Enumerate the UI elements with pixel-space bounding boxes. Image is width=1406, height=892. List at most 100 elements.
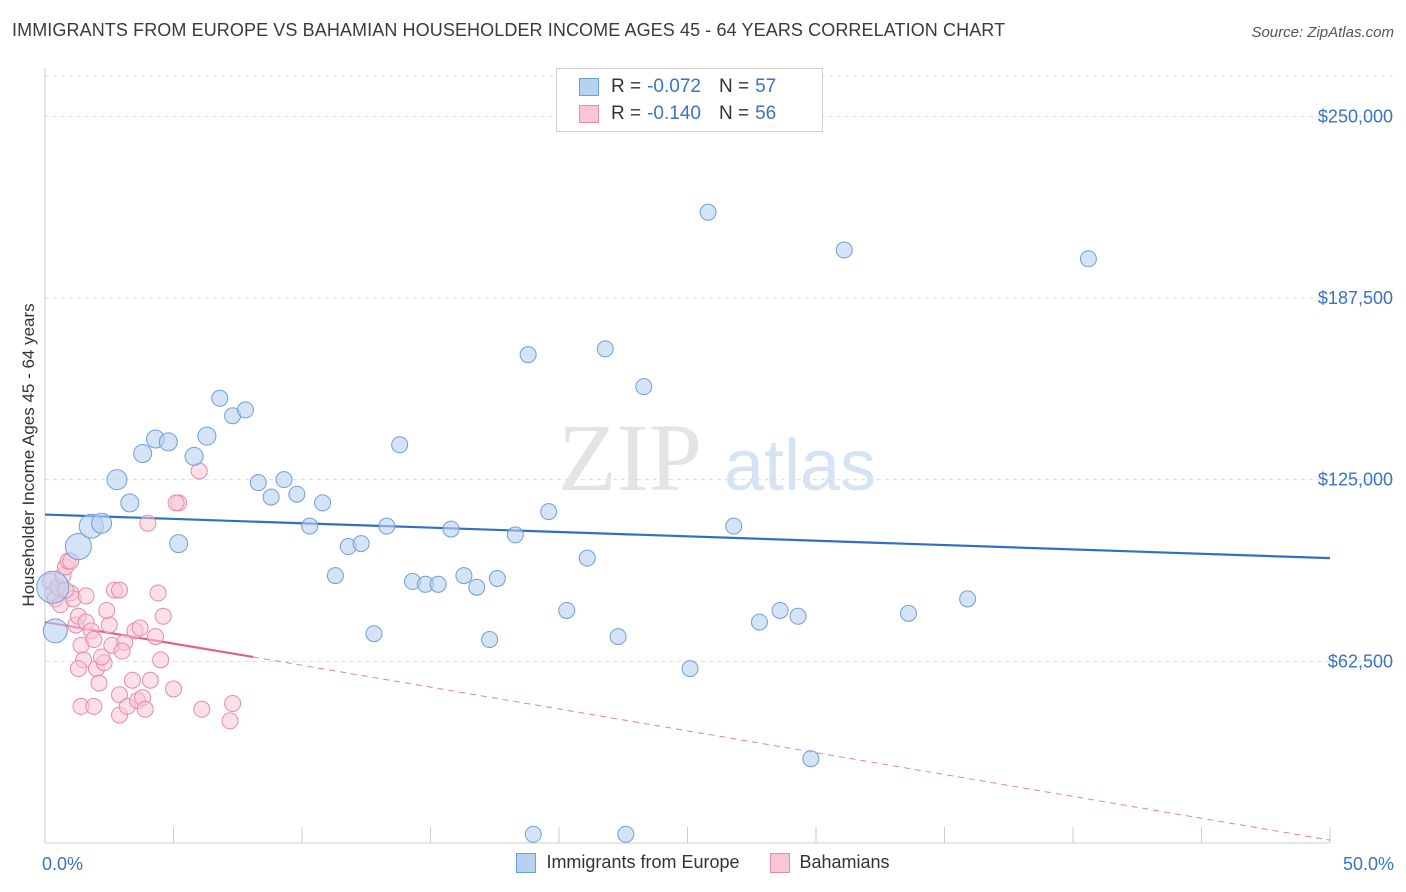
- bahamians-point: [154, 607, 172, 625]
- europe-point: [519, 346, 537, 364]
- europe-point: [481, 631, 499, 649]
- europe-point: [288, 485, 306, 503]
- source-label: Source: ZipAtlas.com: [1251, 24, 1394, 41]
- legend-r-label: R =: [611, 103, 642, 124]
- europe-point: [378, 517, 396, 535]
- legend-n-value: 56: [755, 103, 777, 124]
- europe-point: [42, 618, 68, 644]
- bahamians-point: [111, 581, 129, 599]
- correlation-legend: R = -0.072 N = 57 R = -0.140 N = 56: [556, 68, 823, 132]
- y-tick-label: $62,500: [1328, 651, 1393, 671]
- bahamians-point: [98, 601, 116, 619]
- europe-point: [681, 660, 699, 678]
- x-tick-labels: 0.0% 50.0%: [42, 854, 1394, 874]
- legend-item-europe: Immigrants from Europe: [516, 852, 740, 873]
- europe-point: [249, 474, 267, 492]
- legend-swatch-bahamians: [579, 105, 599, 123]
- europe-trendline: [44, 513, 1331, 560]
- legend-item-bahamians: Bahamians: [769, 852, 890, 873]
- bahamians-point: [93, 648, 111, 666]
- europe-point: [36, 570, 70, 604]
- bahamians-point: [165, 680, 182, 698]
- europe-point: [326, 567, 344, 585]
- europe-point: [468, 578, 486, 596]
- bahamians-point: [224, 694, 242, 712]
- europe-point: [391, 436, 409, 454]
- bahamians-trendline: [44, 621, 1331, 841]
- europe-point: [211, 389, 229, 407]
- x-tick-label: 0.0%: [42, 854, 83, 874]
- bahamians-point: [221, 712, 239, 730]
- europe-point: [789, 607, 807, 625]
- europe-point: [617, 825, 635, 843]
- chart-title: IMMIGRANTS FROM EUROPE VS BAHAMIAN HOUSE…: [12, 20, 1006, 40]
- europe-point: [352, 535, 370, 553]
- europe-point: [578, 549, 596, 567]
- bahamians-point: [167, 494, 185, 512]
- europe-point: [314, 494, 332, 512]
- y-tick-label: $187,500: [1318, 288, 1393, 308]
- europe-point: [365, 625, 383, 643]
- legend-n-label: N =: [718, 103, 750, 124]
- watermark-atlas: atlas: [724, 426, 876, 506]
- europe-trendline-solid: [44, 513, 1331, 560]
- bahamians-point: [85, 697, 103, 715]
- bahamians-point: [69, 660, 87, 678]
- legend-n-label: N =: [718, 76, 750, 97]
- europe-point: [900, 604, 918, 622]
- europe-point: [169, 534, 189, 554]
- x-tick-label: 50.0%: [1343, 854, 1394, 874]
- watermark: ZIP atlas: [558, 404, 876, 511]
- bahamians-point: [147, 628, 165, 646]
- europe-point: [301, 517, 319, 535]
- bahamians-point: [193, 700, 211, 718]
- legend-r-label: R =: [611, 76, 642, 97]
- europe-point: [106, 469, 128, 491]
- europe-point: [275, 471, 293, 489]
- y-tick-label: $125,000: [1318, 470, 1393, 490]
- bahamians-point: [123, 671, 141, 689]
- europe-point: [455, 567, 473, 585]
- europe-point: [609, 628, 627, 646]
- legend-row-bahamians: R = -0.140 N = 56: [579, 102, 776, 126]
- europe-point: [184, 446, 204, 466]
- europe-point: [1079, 250, 1097, 268]
- europe-points: [36, 203, 1097, 843]
- legend-r-value: -0.140: [647, 103, 701, 124]
- bahamians-point: [141, 671, 159, 689]
- europe-point: [506, 526, 524, 544]
- europe-point: [442, 520, 460, 538]
- europe-point: [750, 613, 768, 631]
- europe-point: [236, 401, 254, 419]
- bahamians-point: [152, 651, 170, 669]
- europe-point: [488, 569, 506, 587]
- europe-point: [91, 512, 113, 534]
- europe-point: [429, 575, 447, 593]
- bahamians-point: [113, 642, 131, 660]
- bahamians-point: [139, 514, 157, 532]
- bahamians-point: [131, 619, 149, 637]
- europe-point: [524, 825, 542, 843]
- axes: [44, 68, 1331, 844]
- bahamians-point: [136, 700, 154, 718]
- europe-point: [133, 444, 153, 464]
- y-axis-title: Householder Income Ages 45 - 64 years: [19, 303, 38, 606]
- y-tick-labels: $62,500 $125,000 $187,500 $250,000: [1318, 106, 1393, 671]
- bahamians-point: [149, 584, 167, 602]
- europe-point: [802, 750, 820, 768]
- europe-point: [64, 533, 92, 561]
- bahamians-point: [90, 674, 108, 692]
- europe-point: [725, 517, 743, 535]
- bahamians-points: [41, 462, 242, 730]
- europe-point: [158, 432, 178, 452]
- series-legend: Immigrants from Europe Bahamians: [0, 852, 1406, 873]
- bahamians-point: [85, 631, 103, 649]
- bahamians-point: [100, 616, 118, 634]
- legend-row-europe: R = -0.072 N = 57: [579, 75, 776, 99]
- legend-label-bahamians: Bahamians: [799, 852, 890, 872]
- europe-point: [120, 493, 140, 513]
- bahamians-point: [77, 587, 95, 605]
- y-tick-label: $250,000: [1318, 106, 1393, 126]
- legend-r-value: -0.072: [647, 76, 701, 97]
